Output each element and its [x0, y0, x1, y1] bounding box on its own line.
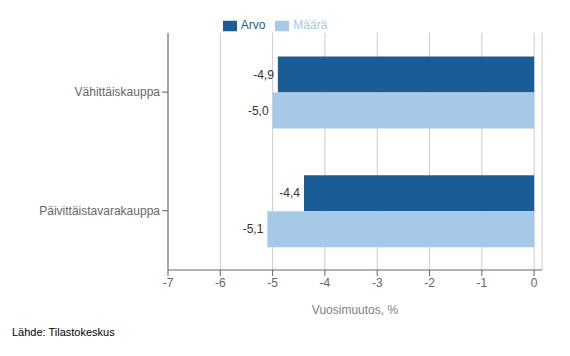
html-text:Määrä: Määrä — [293, 18, 328, 32]
svg-text:-5: -5 — [267, 276, 278, 290]
svg-text:-5,1: -5,1 — [243, 222, 264, 236]
svg-text:-3: -3 — [372, 276, 383, 290]
svg-text:-5,0: -5,0 — [248, 104, 269, 118]
svg-text:-2: -2 — [424, 276, 435, 290]
svg-text:-1: -1 — [477, 276, 488, 290]
svg-text:-4,4: -4,4 — [279, 186, 300, 200]
svg-text:Päivittäistavarakauppa: Päivittäistavarakauppa — [39, 204, 160, 218]
svg-text:0: 0 — [531, 276, 538, 290]
svg-text:Vähittäiskauppa: Vähittäiskauppa — [75, 85, 161, 99]
svg-text:Vuosimuutos, %: Vuosimuutos, % — [312, 303, 399, 317]
svg-text:-4,9: -4,9 — [253, 68, 274, 82]
svg-text:-6: -6 — [215, 276, 226, 290]
html-text:Lähde: Tilastokeskus: Lähde: Tilastokeskus — [12, 326, 115, 338]
svg-text:-7: -7 — [163, 276, 174, 290]
html-text:Arvo: Arvo — [240, 18, 266, 32]
svg-text:-4: -4 — [320, 276, 331, 290]
